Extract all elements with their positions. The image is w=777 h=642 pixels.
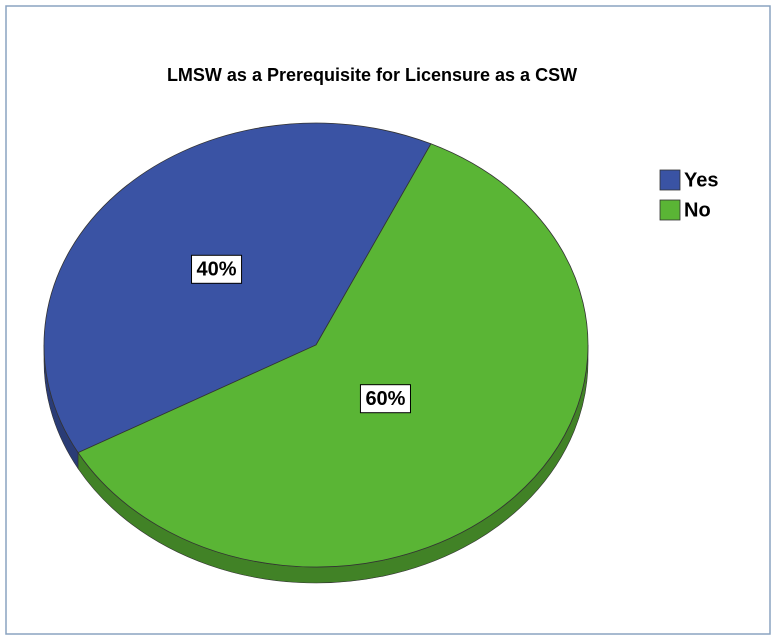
data-label-box [191,254,243,284]
data-label: 40% [197,259,237,281]
chart-title: LMSW as a Prerequisite for Licensure as … [167,65,577,85]
data-label: 60% [365,388,405,410]
data-label-box [359,384,411,414]
legend-swatch [659,199,681,221]
legend-label: No [684,199,711,221]
legend-swatch [659,169,681,191]
legend-label: Yes [684,169,718,191]
slice [43,122,432,454]
slice [77,143,589,568]
